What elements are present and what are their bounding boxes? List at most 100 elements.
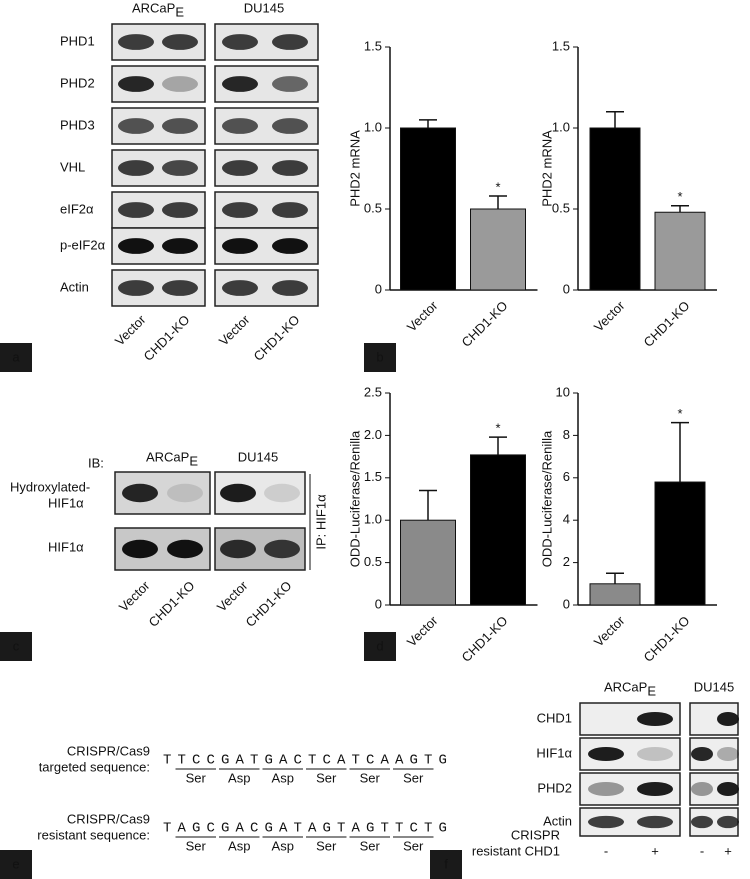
sequence: TAGTAGTTC xyxy=(294,821,425,837)
sequence: GA xyxy=(265,821,294,837)
band xyxy=(118,238,154,254)
band xyxy=(162,34,198,50)
bar xyxy=(470,454,526,606)
condition-sign: + xyxy=(651,843,659,858)
band xyxy=(222,280,258,296)
band xyxy=(162,76,198,92)
y-axis-label: PHD2 mRNA xyxy=(347,130,362,207)
bar xyxy=(654,211,706,291)
y-tick-label: 0 xyxy=(375,596,382,611)
x-tick-label: Vector xyxy=(591,297,628,334)
band xyxy=(717,746,739,762)
amino-acid: Ser xyxy=(403,770,424,785)
amino-acid: Asp xyxy=(228,770,250,785)
lane-label: CHD1-KO xyxy=(141,312,193,364)
x-tick-label: CHD1-KO xyxy=(641,613,693,665)
column-header: ARCaP xyxy=(604,679,647,694)
band xyxy=(220,483,256,503)
x-tick-label: Vector xyxy=(404,297,441,334)
band xyxy=(167,483,203,503)
panel-label-box xyxy=(0,850,32,879)
ip-label: IP: HIF1α xyxy=(313,494,328,550)
significance: * xyxy=(677,189,682,204)
amino-acid: Ser xyxy=(316,838,337,853)
sequence-label: targeted sequence: xyxy=(39,759,150,774)
band xyxy=(588,746,624,762)
band xyxy=(122,539,158,559)
row-label: HIF1α xyxy=(48,495,84,510)
panel-label: a xyxy=(12,349,20,364)
band xyxy=(691,746,713,762)
band xyxy=(122,483,158,503)
band xyxy=(162,202,198,218)
band xyxy=(717,815,739,829)
y-tick-label: 1.5 xyxy=(364,38,382,53)
lane-label: CHD1-KO xyxy=(251,312,303,364)
x-tick-label: CHD1-KO xyxy=(641,298,693,350)
error-bar xyxy=(671,421,689,483)
band xyxy=(637,746,673,762)
band xyxy=(222,238,258,254)
x-tick-label: Vector xyxy=(404,612,441,649)
panel-label-box xyxy=(364,343,396,372)
y-tick-label: 0 xyxy=(375,281,382,296)
band xyxy=(717,781,739,797)
y-tick-label: 2.0 xyxy=(364,427,382,442)
band xyxy=(264,539,300,559)
row-label: PHD3 xyxy=(60,117,95,132)
band xyxy=(222,118,258,134)
bar xyxy=(589,583,641,606)
x-tick-label: CHD1-KO xyxy=(459,298,511,350)
amino-acid: Ser xyxy=(316,770,337,785)
error-bar xyxy=(606,572,624,584)
lane-label: Vector xyxy=(214,577,251,614)
panel-label-box xyxy=(0,343,32,372)
y-tick-label: 1.0 xyxy=(364,119,382,134)
band xyxy=(222,76,258,92)
column-header-sub: E xyxy=(189,453,198,468)
panel-label-box xyxy=(364,632,396,661)
column-header: DU145 xyxy=(238,449,278,464)
error-bar xyxy=(671,205,689,213)
lane-label: CHD1-KO xyxy=(146,578,198,630)
amino-acid: Ser xyxy=(186,770,207,785)
condition-sign: - xyxy=(604,843,608,858)
y-tick-label: 0.5 xyxy=(364,200,382,215)
band xyxy=(118,280,154,296)
y-tick-label: 0 xyxy=(563,596,570,611)
bar xyxy=(400,127,456,291)
band xyxy=(272,238,308,254)
row-label: Hydroxylated- xyxy=(10,479,90,494)
row-label: p-eIF2α xyxy=(60,237,106,252)
band xyxy=(637,815,673,829)
band xyxy=(272,34,308,50)
amino-acid: Asp xyxy=(228,838,250,853)
sequence: TTCCGATGACTCATCAAGTG xyxy=(163,753,453,769)
amino-acid: Ser xyxy=(360,770,381,785)
significance: * xyxy=(495,421,500,436)
y-axis-label: ODD-Luciferase/Renilla xyxy=(347,430,362,567)
panel-label: d xyxy=(376,638,383,653)
sequence: C xyxy=(250,821,265,837)
column-header-sub: E xyxy=(175,4,184,19)
bar xyxy=(654,481,706,606)
y-tick-label: 8 xyxy=(563,427,570,442)
amino-acid: Ser xyxy=(186,838,207,853)
band xyxy=(222,202,258,218)
y-tick-label: 1.5 xyxy=(364,469,382,484)
y-tick-label: 1.0 xyxy=(552,119,570,134)
band xyxy=(162,160,198,176)
band xyxy=(162,280,198,296)
sequence-label: CRISPR/Cas9 xyxy=(67,811,150,826)
significance: * xyxy=(495,179,500,194)
amino-acid: Ser xyxy=(403,838,424,853)
panel-label: f xyxy=(444,856,448,871)
y-tick-label: 10 xyxy=(556,384,570,399)
band xyxy=(588,781,624,797)
column-header: ARCaP xyxy=(132,0,175,15)
bar xyxy=(589,127,641,291)
lane-label: Vector xyxy=(116,577,153,614)
band xyxy=(637,781,673,797)
row-label: CHD1 xyxy=(537,710,572,725)
lane-label: CHD1-KO xyxy=(243,578,295,630)
